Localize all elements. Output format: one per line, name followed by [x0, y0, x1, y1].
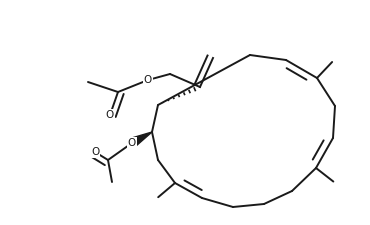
Text: O: O [128, 138, 136, 148]
Polygon shape [130, 132, 152, 147]
Text: O: O [91, 147, 99, 157]
Text: O: O [144, 75, 152, 85]
Text: O: O [106, 110, 114, 120]
